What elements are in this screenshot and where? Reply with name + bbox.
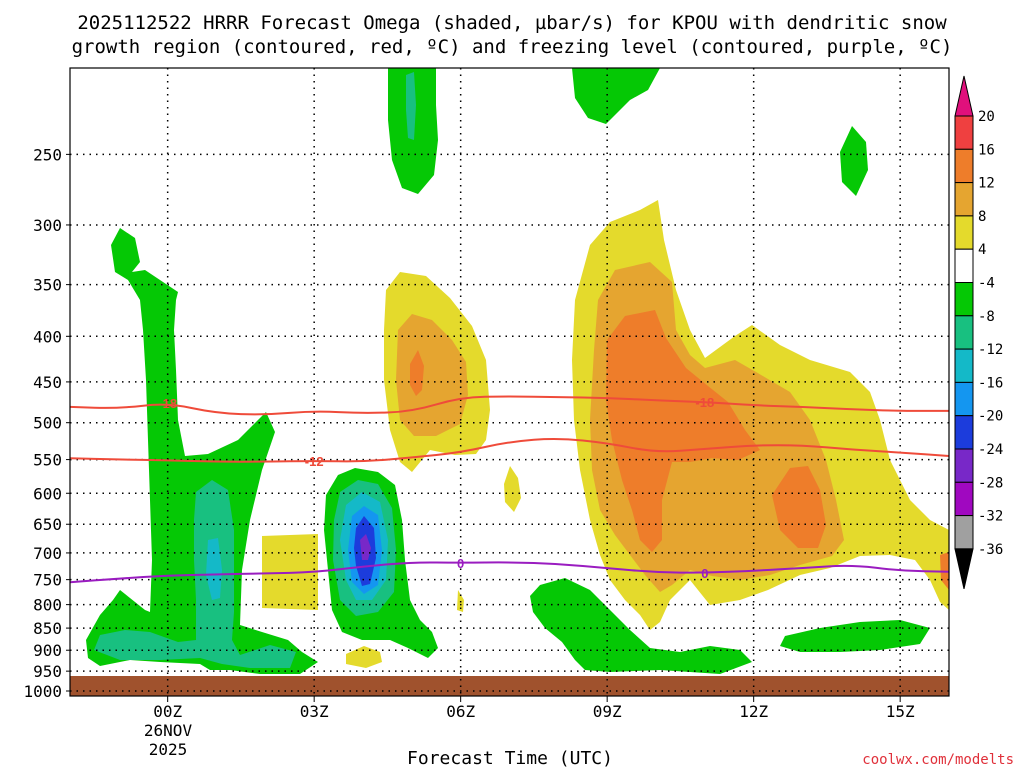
y-tick-label: 800 — [33, 596, 62, 615]
chart-title-line-2: growth region (contoured, red, ºC) and f… — [72, 36, 953, 58]
y-tick-label: 450 — [33, 373, 62, 392]
y-tick-label: 700 — [33, 544, 62, 563]
colorbar-label: 4 — [978, 242, 986, 258]
y-tick-label: 500 — [33, 414, 62, 433]
y-tick-label: 650 — [33, 515, 62, 534]
omega-region-green-left-column — [86, 228, 318, 674]
y-tick-label: 300 — [33, 216, 62, 235]
omega-region-teal-top — [406, 72, 416, 140]
isotherm-line--12 — [69, 437, 950, 463]
colorbar-bin — [954, 182, 974, 217]
y-tick-label: 900 — [33, 641, 62, 660]
credit-text[interactable]: coolwx.com/modelts — [862, 752, 1014, 768]
colorbar-bin — [954, 515, 974, 550]
colorbar-label: -16 — [978, 375, 1003, 391]
x-tick-label: 09Z — [593, 702, 622, 721]
omega-region-orange-main — [606, 310, 760, 552]
colorbar-bin — [954, 315, 974, 350]
omega-region-green-top-right — [572, 68, 660, 124]
colorbar-bin — [954, 481, 974, 517]
colorbar-bin — [954, 381, 974, 417]
omega-region-green-right-strip — [780, 620, 930, 652]
x-tick-label: 12Z — [739, 702, 768, 721]
colorbar-label: -36 — [978, 542, 1003, 558]
colorbar-label: 20 — [978, 109, 995, 125]
omega-region-yellow-small-mid — [504, 466, 521, 512]
x-date-label-1: 26NOV — [144, 721, 193, 740]
y-tick-label: 950 — [33, 662, 62, 681]
colorbar-bin — [954, 215, 974, 250]
x-tick-label: 00Z — [153, 702, 182, 721]
colorbar-label: 12 — [978, 176, 995, 192]
colorbar-bin — [954, 248, 974, 283]
y-tick-label: 850 — [33, 619, 62, 638]
omega-region-cyan-left — [206, 538, 222, 600]
y-tick-label: 400 — [33, 327, 62, 346]
colorbar: 20 16 12 8 4 -4 -8 -12 -16 -20 -24 -28 -32 -36 — [954, 75, 1003, 590]
omega-region-orange-mid — [410, 350, 424, 396]
colorbar-label: -20 — [978, 409, 1003, 425]
chart-title-line-1: 2025112522 HRRR Forecast Omega (shaded, … — [77, 12, 947, 34]
x-axis-title: Forecast Time (UTC) — [407, 748, 613, 768]
colorbar-top-arrow — [954, 75, 974, 117]
omega-region-gold-mid — [396, 314, 468, 436]
colorbar-label: -28 — [978, 475, 1003, 491]
x-date-label-2: 2025 — [149, 740, 188, 759]
omega-region-orange-right — [772, 466, 826, 548]
isotherm-label-0: 0 — [701, 566, 708, 581]
x-axis-ticks: 00Z 03Z 06Z 09Z 12Z 15Z — [153, 696, 915, 721]
isotherm-label--12: -12 — [305, 454, 324, 469]
colorbar-label: -24 — [978, 442, 1003, 458]
y-tick-label: 350 — [33, 276, 62, 295]
omega-region-green-small-topright — [840, 126, 868, 196]
colorbar-label: -4 — [978, 276, 995, 292]
colorbar-bin — [954, 282, 974, 317]
y-tick-label: 600 — [33, 484, 62, 503]
colorbar-label: -32 — [978, 509, 1003, 525]
y-axis-ticks: 250 300 350 400 450 500 550 600 650 700 750 800 850 9… — [23, 145, 70, 701]
colorbar-label: 8 — [978, 209, 986, 225]
colorbar-bin — [954, 448, 974, 483]
colorbar-bin — [954, 415, 974, 450]
y-tick-label: 750 — [33, 571, 62, 590]
omega-shading — [86, 68, 949, 674]
omega-region-yellow-small-c — [346, 646, 382, 668]
isotherm-label--18: -18 — [695, 395, 714, 410]
grid-lines — [70, 68, 949, 696]
isotherm-label-0: 0 — [457, 556, 464, 571]
isotherm-contours: -18 -18 -12 0 0 — [69, 395, 950, 584]
colorbar-label: -12 — [978, 342, 1003, 358]
omega-region-green-bottom-right — [530, 578, 752, 674]
x-tick-label: 15Z — [886, 702, 915, 721]
colorbar-label: -8 — [978, 309, 995, 325]
colorbar-bin — [954, 115, 974, 150]
y-tick-label: 1000 — [23, 682, 62, 701]
y-tick-label: 550 — [33, 451, 62, 470]
x-tick-label: 03Z — [300, 702, 329, 721]
y-tick-label: 250 — [33, 145, 62, 164]
colorbar-bottom-arrow — [954, 548, 974, 590]
isotherm-line-0 — [69, 561, 950, 584]
isotherm-label--18: -18 — [158, 396, 177, 411]
x-tick-label: 06Z — [446, 702, 475, 721]
surface-terrain — [70, 676, 949, 696]
isotherm-line--18 — [69, 395, 949, 416]
colorbar-bin — [954, 348, 974, 383]
colorbar-label: 16 — [978, 142, 995, 158]
colorbar-bin — [954, 148, 974, 184]
